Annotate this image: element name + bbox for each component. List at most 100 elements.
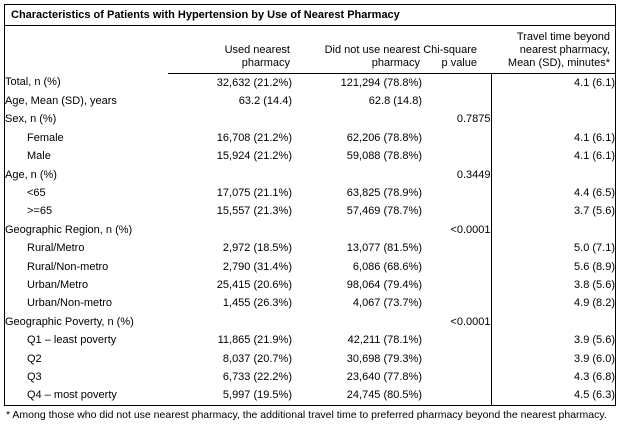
table-row: Age, n (%) 0.3449 — [5, 165, 615, 184]
p-value — [422, 73, 491, 92]
table-row: Geographic Region, n (%) <0.0001 — [5, 220, 615, 240]
p-value: <0.0001 — [450, 315, 491, 328]
did-not-use-value: 98,064 (79.4%) — [346, 278, 422, 291]
p-value — [422, 202, 491, 220]
used-nearest-value: 2,790 (31.4%) — [222, 260, 292, 273]
did-not-use-value — [292, 221, 422, 239]
travel-time-value: 3.8 (5.6) — [490, 275, 615, 295]
row-label: >=65 — [27, 205, 53, 218]
table-row: Geographic Poverty, n (%) <0.0001 — [5, 312, 615, 332]
p-value — [422, 276, 491, 294]
used-nearest-value: 11,865 (21.9%) — [217, 334, 292, 347]
did-not-use-value: 121,294 (78.8%) — [340, 76, 422, 89]
data-table: Used nearest pharmacy Did not use neares… — [5, 26, 615, 405]
used-nearest-value: 8,037 (20.7%) — [222, 352, 292, 365]
p-value — [422, 368, 491, 386]
travel-time-value: 4.3 (6.8) — [490, 368, 615, 387]
did-not-use-value: 57,469 (78.7%) — [346, 205, 422, 218]
row-label: Q2 — [27, 352, 42, 365]
did-not-use-value — [292, 166, 422, 184]
travel-time-value — [490, 220, 615, 240]
table-row: Sex, n (%) 0.7875 — [5, 110, 615, 129]
used-nearest-column-header: Used nearest pharmacy — [168, 26, 292, 74]
used-nearest-value: 2,972 (18.5%) — [222, 242, 292, 255]
used-nearest-value: 16,708 (21.2%) — [216, 131, 292, 144]
travel-time-column-header: Travel time beyond nearest pharmacy, Mea… — [491, 26, 615, 74]
p-value — [422, 331, 491, 349]
travel-time-value — [490, 312, 615, 332]
did-not-use-value: 62.8 (14.8) — [368, 94, 422, 107]
p-value — [422, 92, 491, 110]
table-row: Urban/Metro 25,415 (20.6%) 98,064 (79.4%) 3… — [5, 275, 615, 295]
did-not-use-value — [292, 313, 422, 331]
used-nearest-value — [168, 166, 292, 184]
travel-time-value: 5.6 (8.9) — [490, 257, 615, 276]
row-label-column-header — [5, 26, 168, 73]
p-value: 0.7875 — [456, 113, 491, 126]
table-row: >=65 15,557 (21.3%) 57,469 (78.7%) 3.7 (5.6… — [5, 202, 615, 221]
travel-time-value: 4.1 (6.1) — [490, 73, 615, 92]
used-nearest-value: 5,997 (19.5%) — [222, 389, 292, 402]
chi-square-column-header: Chi-square p value — [422, 26, 491, 74]
table-body: Total, n (%) 32,632 (21.2%) 121,294 (78.8%… — [5, 73, 615, 405]
used-nearest-value: 32,632 (21.2%) — [216, 76, 292, 89]
used-nearest-value: 1,455 (26.3%) — [222, 297, 292, 310]
table-footnote: * Among those who did not use nearest ph… — [6, 408, 607, 421]
row-label: Total, n (%) — [5, 76, 61, 89]
used-nearest-value: 17,075 (21.1%) — [216, 186, 292, 199]
used-nearest-value: 15,557 (21.3%) — [216, 205, 292, 218]
row-label: <65 — [27, 186, 46, 199]
table-row: Total, n (%) 32,632 (21.2%) 121,294 (78.8%… — [5, 73, 615, 92]
row-label: Q4 – most poverty — [27, 389, 117, 402]
p-value — [422, 258, 491, 276]
row-label: Male — [27, 150, 51, 163]
table-row: <65 17,075 (21.1%) 63,825 (78.9%) 4.4 (6.5) — [5, 183, 615, 203]
did-not-use-value: 63,825 (78.9%) — [346, 186, 422, 199]
travel-time-value — [490, 110, 615, 129]
used-nearest-value: 63.2 (14.4) — [238, 94, 292, 107]
table-title: Characteristics of Patients with Hyperte… — [5, 5, 615, 26]
did-not-use-value: 59,088 (78.8%) — [346, 150, 422, 163]
did-not-use-value: 13,077 (81.5%) — [346, 242, 422, 255]
p-value: 0.3449 — [456, 168, 491, 181]
row-label: Geographic Poverty, n (%) — [5, 315, 134, 328]
travel-time-value: 4.5 (6.3) — [490, 386, 615, 405]
row-label: Urban/Non-metro — [27, 297, 112, 310]
table-row: Rural/Non-metro 2,790 (31.4%) 6,086 (68.6%… — [5, 257, 615, 276]
travel-time-value — [490, 91, 615, 111]
table-row: Q1 – least poverty 11,865 (21.9%) 42,211 (… — [5, 331, 615, 350]
p-value: <0.0001 — [450, 223, 491, 236]
did-not-use-column-header: Did not use nearest pharmacy — [292, 26, 422, 74]
used-nearest-value: 15,924 (21.2%) — [216, 150, 292, 163]
p-value — [422, 294, 491, 312]
p-value — [422, 147, 491, 165]
p-value — [422, 184, 491, 202]
row-label: Age, n (%) — [5, 168, 57, 181]
row-label: Q3 — [27, 371, 42, 383]
characteristics-table: Characteristics of Patients with Hyperte… — [4, 4, 616, 406]
row-label: Geographic Region, n (%) — [5, 223, 133, 236]
p-value — [422, 386, 491, 404]
travel-time-value: 4.9 (8.2) — [490, 294, 615, 313]
row-label: Female — [27, 131, 64, 144]
travel-time-value: 5.0 (7.1) — [490, 239, 615, 258]
row-label: Rural/Metro — [27, 242, 85, 255]
table-row: Urban/Non-metro 1,455 (26.3%) 4,067 (73.7%… — [5, 294, 615, 313]
row-label: Q1 – least poverty — [27, 334, 117, 347]
p-value — [422, 239, 491, 257]
travel-time-value: 3.7 (5.6) — [490, 202, 615, 221]
travel-time-value: 3.9 (6.0) — [490, 349, 615, 368]
travel-time-value: 4.1 (6.1) — [490, 128, 615, 148]
row-label: Sex, n (%) — [5, 113, 57, 126]
did-not-use-value: 62,206 (78.8%) — [346, 131, 422, 144]
did-not-use-value: 6,086 (68.6%) — [352, 260, 422, 273]
row-label: Rural/Non-metro — [27, 260, 109, 273]
used-nearest-value: 6,733 (22.2%) — [222, 371, 292, 383]
did-not-use-value: 24,745 (80.5%) — [346, 389, 422, 402]
used-nearest-value — [168, 221, 292, 239]
table-row: Rural/Metro 2,972 (18.5%) 13,077 (81.5%) 5.… — [5, 239, 615, 258]
table-row: Male 15,924 (21.2%) 59,088 (78.8%) 4.1 (6.1… — [5, 147, 615, 166]
table-row: Q2 8,037 (20.7%) 30,698 (79.3%) 3.9 (6.0) — [5, 349, 615, 368]
table-row: Q4 – most poverty 5,997 (19.5%) 24,745 (80… — [5, 386, 615, 405]
table-row: Q3 6,733 (22.2%) 23,640 (77.8%) 4.3 (6.8) — [5, 368, 615, 387]
